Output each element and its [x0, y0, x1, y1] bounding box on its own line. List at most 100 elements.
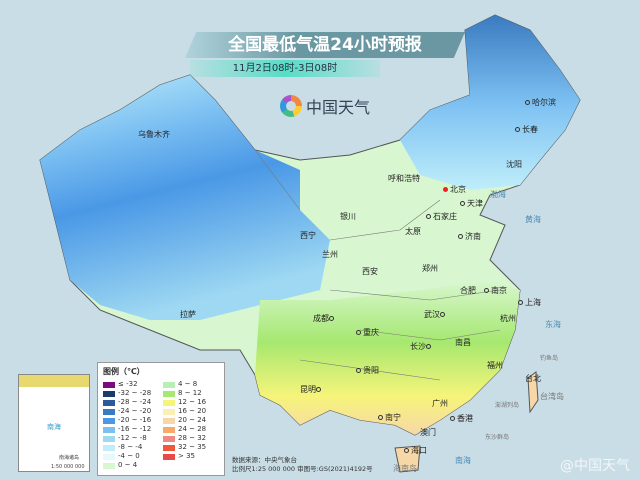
legend-label: 24 ~ 28 — [178, 425, 207, 433]
island-label: 海南岛 — [393, 464, 417, 473]
legend-label: 28 ~ 32 — [178, 434, 207, 442]
legend-label: -20 ~ -16 — [118, 416, 152, 424]
legend-swatch — [103, 426, 115, 433]
legend-swatch — [163, 408, 175, 415]
legend-item: 20 ~ 24 — [163, 416, 219, 425]
city-label: 乌鲁木齐 — [138, 130, 170, 139]
legend-title: 图例（℃） — [103, 367, 145, 376]
legend-swatch — [103, 462, 115, 469]
city-label: 成都 — [313, 314, 336, 324]
legend-label: -4 ~ 0 — [118, 452, 140, 460]
province-borders — [254, 149, 501, 381]
plateau-cold-zone — [40, 75, 330, 320]
map-title: 全国最低气温24小时预报 — [228, 35, 422, 55]
legend-label: -12 ~ -8 — [118, 434, 147, 442]
legend-label: -8 ~ -4 — [118, 443, 143, 451]
legend-swatch — [103, 453, 115, 460]
city-label: 福州 — [487, 361, 503, 370]
legend-item: ≤ -32 — [103, 380, 159, 389]
city-label: 香港 — [450, 414, 473, 424]
sea-label: 南海 — [455, 456, 471, 465]
city-label: 长春 — [515, 125, 538, 135]
legend-swatch — [163, 453, 175, 460]
legend-item: -8 ~ -4 — [103, 443, 159, 452]
city-label: 南宁 — [378, 413, 401, 423]
city-label: 广州 — [432, 399, 448, 408]
legend-swatch — [103, 444, 115, 451]
island-label: 台湾岛 — [540, 392, 564, 401]
island-label: 东沙群岛 — [485, 434, 510, 441]
city-label: 郑州 — [422, 264, 438, 273]
sea-label: 黄海 — [525, 215, 541, 224]
legend-item: -4 ~ 0 — [103, 452, 159, 461]
legend-item: > 35 — [163, 452, 219, 461]
legend-item: -28 ~ -24 — [103, 398, 159, 407]
city-label: 贵阳 — [356, 366, 379, 376]
legend-item: 32 ~ 35 — [163, 443, 219, 452]
title-banner — [185, 32, 465, 58]
legend-label: -24 ~ -20 — [118, 407, 152, 415]
city-label: 天津 — [460, 199, 483, 209]
legend-item: 4 ~ 8 — [163, 380, 219, 389]
legend-label: 12 ~ 16 — [178, 398, 207, 406]
city-label: 石家庄 — [426, 212, 457, 222]
legend-label: ≤ -32 — [118, 380, 138, 388]
legend-swatch — [103, 381, 115, 388]
northeast-cold-zone — [400, 15, 580, 190]
city-label: 沈阳 — [506, 160, 522, 169]
legend-item: -32 ~ -28 — [103, 389, 159, 398]
city-label: 南京 — [484, 286, 507, 296]
logo-icon — [280, 95, 302, 117]
legend: 图例（℃） ≤ -32 -32 ~ -28 -28 ~ -24 -24 ~ -20 -2… — [97, 362, 225, 476]
legend-item: 0 ~ 4 — [103, 461, 159, 470]
map-scale: 比例尺1:25 000 000 审图号:GS(2021)4192号 — [232, 465, 373, 473]
city-label: 澳门 — [420, 428, 436, 437]
legend-label: 20 ~ 24 — [178, 416, 207, 424]
city-label: 长沙 — [410, 342, 433, 352]
inset-sea-label: 南海 — [47, 423, 61, 431]
legend-item: 28 ~ 32 — [163, 434, 219, 443]
legend-label: 16 ~ 20 — [178, 407, 207, 415]
city-label: 济南 — [458, 232, 481, 242]
legend-swatch — [163, 435, 175, 442]
legend-item: -24 ~ -20 — [103, 407, 159, 416]
legend-swatch — [163, 381, 175, 388]
legend-swatch — [103, 417, 115, 424]
city-label: 昆明 — [300, 385, 323, 395]
city-label: 哈尔滨 — [525, 98, 556, 108]
inset-scale: 1:50 000 000 — [51, 464, 85, 470]
city-label: 武汉 — [424, 310, 447, 320]
taiwan-island — [527, 371, 539, 414]
legend-item: 12 ~ 16 — [163, 398, 219, 407]
legend-label: 0 ~ 4 — [118, 461, 138, 469]
island-label: 钓鱼岛 — [540, 355, 559, 362]
legend-label: > 35 — [178, 452, 195, 460]
legend-swatch — [163, 426, 175, 433]
legend-label: 32 ~ 35 — [178, 443, 207, 451]
data-source: 数据来源：中央气象台 — [232, 456, 297, 464]
subtitle-bar — [190, 60, 380, 77]
south-warm-zone — [255, 280, 520, 435]
sea-label: 东海 — [545, 320, 561, 329]
legend-item: 8 ~ 12 — [163, 389, 219, 398]
city-label: 上海 — [518, 298, 541, 308]
city-label: 西安 — [362, 267, 378, 276]
hainan-island — [394, 445, 421, 473]
legend-swatch — [163, 399, 175, 406]
legend-swatch — [163, 390, 175, 397]
legend-swatch — [163, 417, 175, 424]
city-label: 兰州 — [322, 250, 338, 259]
legend-label: 8 ~ 12 — [178, 389, 202, 397]
legend-swatch — [103, 390, 115, 397]
legend-swatch — [103, 435, 115, 442]
capital-label: 北京 — [443, 185, 466, 195]
city-label: 合肥 — [460, 286, 476, 295]
city-label: 台北 — [525, 374, 541, 383]
sea-label: 渤海 — [490, 190, 506, 199]
city-label: 杭州 — [500, 314, 516, 323]
legend-item: 16 ~ 20 — [163, 407, 219, 416]
legend-item: -12 ~ -8 — [103, 434, 159, 443]
legend-item: -20 ~ -16 — [103, 416, 159, 425]
city-label: 海口 — [404, 446, 427, 456]
legend-swatch — [103, 408, 115, 415]
